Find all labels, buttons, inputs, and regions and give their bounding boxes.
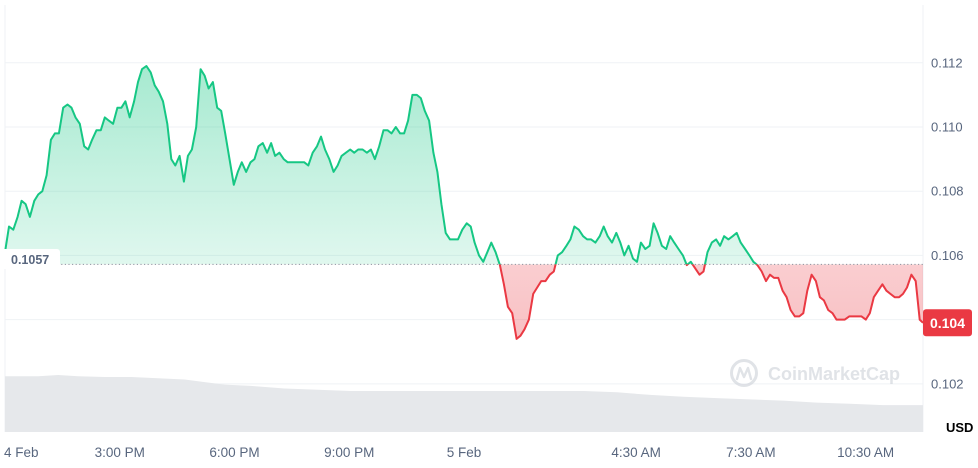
x-tick-label: 3:00 PM: [95, 445, 145, 460]
y-tick-label: 0.106: [931, 248, 964, 263]
price-line-down: [498, 264, 924, 340]
x-tick-label: 7:30 AM: [726, 445, 776, 460]
current-price-label: 0.104: [930, 315, 965, 331]
y-tick-label: 0.110: [931, 120, 963, 135]
watermark-text: CoinMarketCap: [768, 364, 900, 384]
x-axis-ticks: 4 Feb 3:00 PM 6:00 PM 9:00 PM 5 Feb 4:30 AM 7:…: [4, 445, 894, 460]
x-tick-label: 4 Feb: [4, 445, 39, 460]
price-line-group: [4, 65, 924, 340]
x-tick-label: 10:30 AM: [837, 445, 894, 460]
x-tick-label: 4:30 AM: [611, 445, 661, 460]
x-tick-label: 6:00 PM: [209, 445, 259, 460]
coinmarketcap-logo-icon: [730, 359, 758, 387]
y-tick-label: 0.108: [931, 184, 964, 199]
coinmarketcap-watermark: CoinMarketCap: [730, 359, 900, 387]
current-price-tag: 0.104: [923, 309, 972, 337]
y-tick-label: 0.112: [931, 55, 963, 70]
x-tick-label: 9:00 PM: [324, 445, 374, 460]
volume-shape: [5, 375, 923, 432]
y-tick-label: 0.102: [931, 376, 964, 391]
price-line-up: [4, 65, 759, 265]
currency-label: USD: [946, 420, 973, 435]
baseline-price-tag: 0.1057: [0, 249, 60, 269]
y-axis-ticks: 0.112 0.110 0.108 0.106 0.104 0.102: [931, 55, 964, 391]
x-tick-label: 5 Feb: [447, 445, 482, 460]
area-fill-up: [5, 66, 923, 265]
volume-area: [5, 375, 923, 432]
price-area-fill: [5, 66, 923, 339]
baseline-price-label: 0.1057: [11, 253, 49, 267]
